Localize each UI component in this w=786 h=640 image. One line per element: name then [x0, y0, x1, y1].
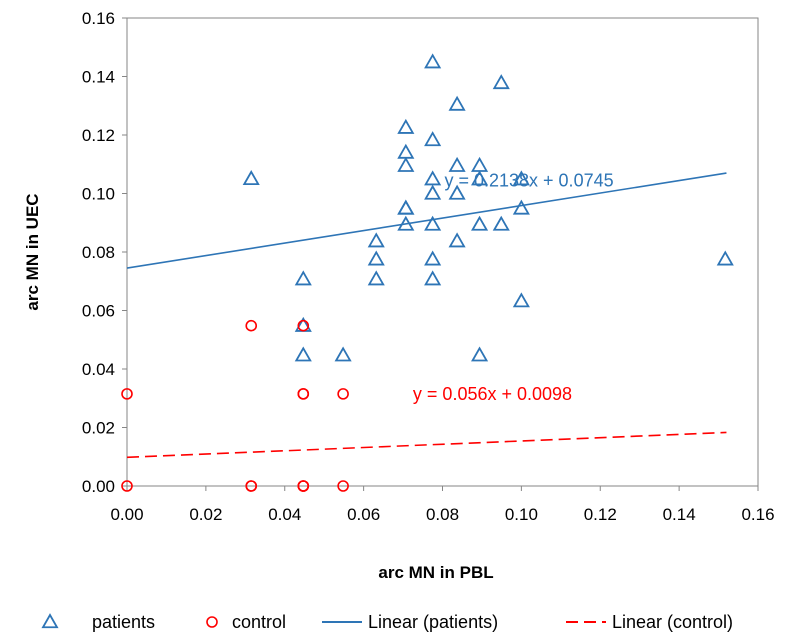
data-point-patients: [424, 131, 442, 147]
data-point-patients: [397, 215, 415, 231]
data-point-patients: [448, 232, 466, 248]
legend-item: Linear (patients): [322, 612, 498, 632]
x-tick-label: 0.06: [347, 505, 380, 524]
data-point-patients: [367, 232, 385, 248]
trendline-equations: y = 0.2138x + 0.0745 y = 0.056x + 0.0098: [413, 170, 614, 404]
data-point-control: [297, 388, 310, 400]
legend-item: control: [206, 612, 286, 632]
x-tick-label: 0.14: [663, 505, 696, 524]
data-point-patients: [294, 346, 312, 362]
data-point-patients: [448, 95, 466, 111]
data-point-control: [121, 388, 133, 400]
x-tick-label: 0.12: [584, 505, 617, 524]
data-point-patients: [471, 156, 489, 172]
data-point-patients: [367, 270, 385, 286]
y-axis-title: arc MN in UEC: [23, 193, 42, 310]
y-tick-label: 0.08: [82, 243, 115, 262]
y-tick-label: 0.10: [82, 185, 115, 204]
data-point-patients: [397, 199, 415, 215]
data-point-patients: [716, 250, 734, 266]
data-point-patients: [424, 184, 442, 200]
data-point-control: [121, 480, 133, 492]
data-point-patients: [397, 118, 415, 134]
x-tick-label: 0.16: [741, 505, 774, 524]
x-tick-label: 0.08: [426, 505, 459, 524]
data-point-patients: [424, 215, 442, 231]
data-point-patients: [424, 170, 442, 186]
data-point-patients: [334, 346, 352, 362]
data-point-patients: [512, 292, 530, 308]
x-tick-label: 0.04: [268, 505, 301, 524]
y-tick-label: 0.16: [82, 9, 115, 28]
legend-label: patients: [92, 612, 155, 632]
axis-ticks: 0.00 0.02 0.04 0.06 0.08 0.10 0.12 0.14 0.16 0.00…: [82, 9, 775, 524]
y-tick-label: 0.12: [82, 126, 115, 145]
data-points: [121, 53, 734, 492]
data-point-patients: [471, 215, 489, 231]
y-tick-label: 0.04: [82, 360, 115, 379]
trendline: [126, 172, 727, 269]
x-tick-label: 0.02: [189, 505, 222, 524]
data-point-control: [337, 388, 349, 400]
legend-item: Linear (control): [566, 612, 733, 632]
plot-border: [126, 17, 759, 487]
data-point-patients: [397, 199, 415, 215]
y-tick-label: 0.00: [82, 477, 115, 496]
data-point-control: [297, 319, 310, 332]
data-point-control: [297, 480, 310, 492]
data-point-patients: [492, 215, 510, 231]
data-point-patients: [492, 74, 510, 90]
data-point-patients: [471, 170, 489, 186]
legend-label: Linear (control): [612, 612, 733, 632]
x-tick-label: 0.00: [110, 505, 143, 524]
x-axis-title: arc MN in PBL: [378, 563, 493, 582]
y-tick-label: 0.06: [82, 302, 115, 321]
data-point-patients: [242, 170, 260, 186]
data-point-patients: [448, 156, 466, 172]
trendline-equation: y = 0.2138x + 0.0745: [444, 170, 613, 190]
data-point-patients: [512, 199, 530, 215]
trendline: [126, 431, 727, 459]
legend-swatch: [41, 613, 59, 629]
legend: patients control Linear (patients) Linear (…: [41, 612, 733, 632]
data-point-patients: [294, 270, 312, 286]
data-point-patients: [424, 270, 442, 286]
data-point-patients: [471, 346, 489, 362]
data-point-patients: [397, 143, 415, 159]
x-tick-label: 0.10: [505, 505, 538, 524]
trendline-equation: y = 0.056x + 0.0098: [413, 384, 572, 404]
data-point-control: [245, 319, 258, 332]
data-point-patients: [367, 250, 385, 266]
trendlines: [126, 172, 727, 459]
y-tick-label: 0.02: [82, 419, 115, 438]
legend-label: control: [232, 612, 286, 632]
data-point-patients: [512, 170, 530, 186]
data-point-patients: [424, 53, 442, 69]
legend-label: Linear (patients): [368, 612, 498, 632]
data-point-control: [245, 480, 258, 492]
data-point-patients: [424, 250, 442, 266]
data-point-patients: [397, 156, 415, 172]
data-point-control: [337, 480, 349, 492]
legend-swatch: [206, 616, 218, 628]
plot-area: [126, 17, 759, 487]
legend-item: patients: [41, 612, 155, 632]
data-point-patients: [448, 184, 466, 200]
y-tick-label: 0.14: [82, 68, 115, 87]
